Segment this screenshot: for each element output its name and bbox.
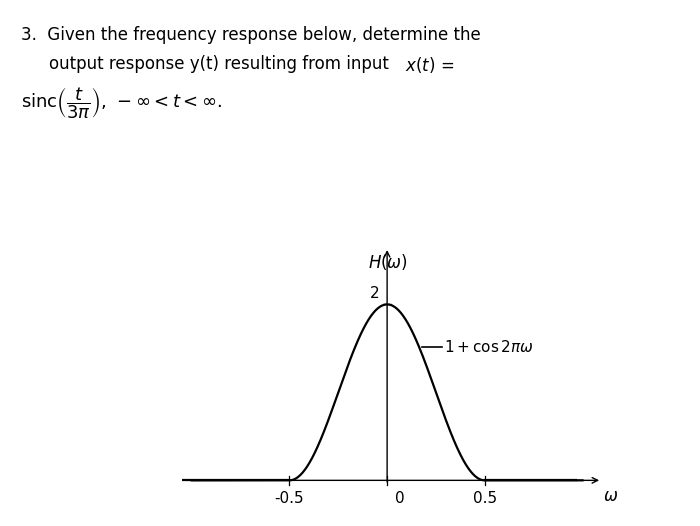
Text: output response y(t) resulting from input: output response y(t) resulting from inpu… <box>49 55 394 73</box>
Text: 0: 0 <box>395 491 405 506</box>
Text: -0.5: -0.5 <box>274 491 304 506</box>
Text: 2: 2 <box>370 286 379 301</box>
Text: sinc$\left(\dfrac{t}{3\pi}\right)$$,\,-\infty < t < \infty.$: sinc$\left(\dfrac{t}{3\pi}\right)$$,\,-\… <box>21 85 222 121</box>
Text: 3.  Given the frequency response below, determine the: 3. Given the frequency response below, d… <box>21 26 481 44</box>
Text: 0.5: 0.5 <box>473 491 497 506</box>
Text: $\omega$: $\omega$ <box>603 488 618 505</box>
Text: $H(\omega)$: $H(\omega)$ <box>368 252 407 272</box>
Text: $1 + \cos 2\pi\omega$: $1 + \cos 2\pi\omega$ <box>444 339 533 355</box>
Text: $x(t)$ =: $x(t)$ = <box>405 55 454 75</box>
